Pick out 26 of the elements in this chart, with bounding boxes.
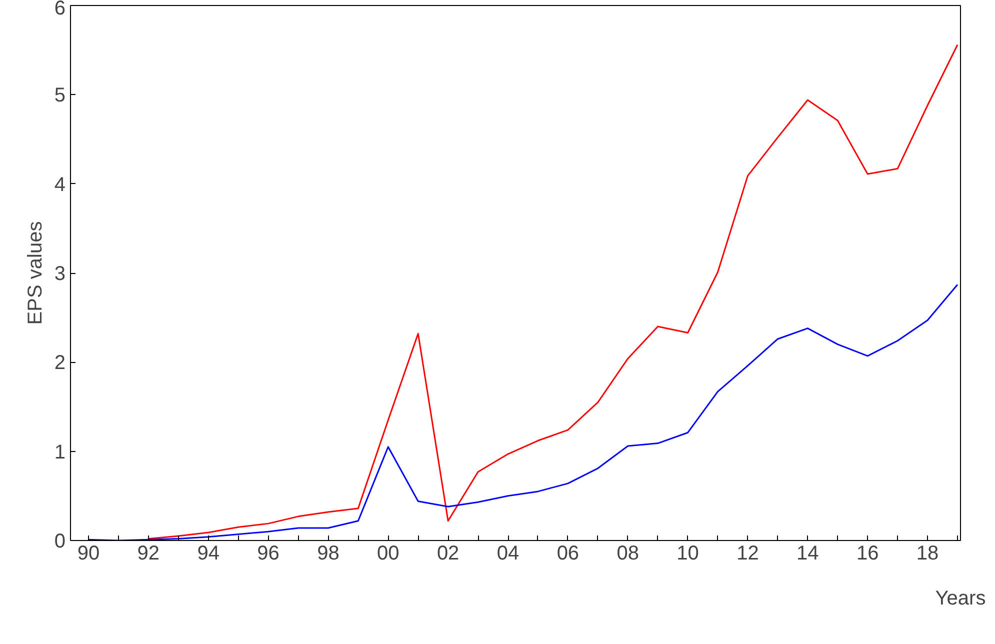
x-axis-title: Years [935,588,986,610]
x-tick-label: 94 [197,542,220,564]
x-tick-label: 12 [736,542,759,564]
x-tick-label: 16 [856,542,879,564]
y-tick-label: 0 [54,530,66,552]
y-tick-label: 6 [54,0,66,20]
y-axis-title: EPS values [24,221,46,325]
y-tick-label: 3 [54,263,66,285]
x-tick-label: 98 [317,542,340,564]
y-tick-label: 1 [54,441,66,464]
x-tick-label: 06 [556,542,580,564]
x-tick-label: 14 [796,542,819,564]
x-tick-label: 92 [137,542,160,564]
x-tick-label: 18 [916,542,939,564]
line-series [148,44,958,540]
x-tick-label: 10 [676,542,699,564]
x-tick-label: 96 [257,542,280,564]
x-tick-label: 90 [77,542,100,564]
y-tick-label: 4 [54,174,66,196]
x-tick-label: 08 [616,542,639,564]
line-series [88,284,958,540]
y-tick-label: 2 [54,352,66,374]
x-tick-label: 02 [436,542,460,564]
x-tick-label: 00 [377,542,400,564]
y-tick-label: 5 [54,84,66,107]
x-tick-label: 04 [496,542,520,564]
